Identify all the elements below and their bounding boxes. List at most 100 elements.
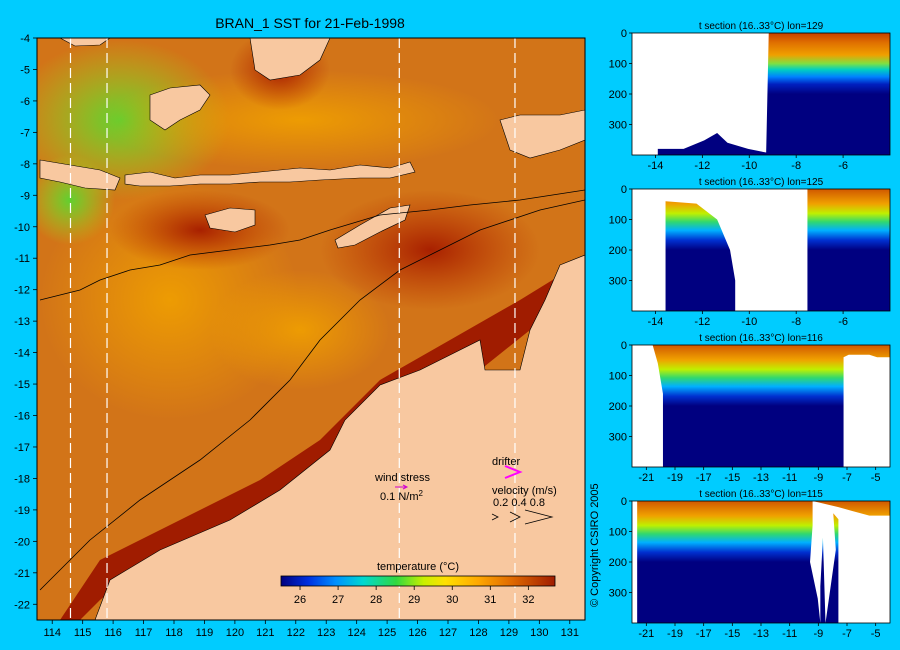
section-bathymetry	[632, 345, 890, 467]
lat-tick-label: -14	[648, 316, 664, 328]
colorbar-ticks: 26 27 28 29 30 31 32	[294, 586, 534, 606]
lat-tick-label: -18	[14, 473, 30, 485]
depth-tick-label: 0	[621, 28, 627, 40]
section-panels: t section (16..33°C) lon=129 0 100 200 300 -1…	[609, 21, 891, 640]
lat-tick-label: -14	[648, 160, 664, 172]
section-bathymetry	[632, 189, 808, 311]
lat-tick-label: -13	[14, 316, 30, 328]
lon-tick-label: 118	[165, 627, 183, 639]
section-panel-3: t section (16..33°C) lon=116 0 100 200 300 -2…	[609, 333, 891, 484]
lat-tick-label: -9	[20, 190, 30, 202]
lat-tick-label: -13	[753, 472, 769, 484]
sulawesi-south	[149, 84, 211, 131]
lat-tick-label: -9	[813, 472, 823, 484]
depth-tick-label: 300	[609, 120, 627, 132]
section-title: t section (16..33°C) lon=125	[699, 177, 824, 188]
lon-tick-label: 117	[135, 627, 153, 639]
lon-tick-label: 123	[317, 627, 335, 639]
section-bathymetry	[632, 33, 769, 155]
lon-axis: 114 115 116 117 118 119 120 121 122 123 124 125 126 1…	[43, 620, 579, 639]
lesser-sunda-islands	[124, 161, 416, 187]
velocity-label: velocity (m/s)	[492, 485, 557, 497]
lon-tick-label: 121	[256, 627, 274, 639]
wind-stress-arrowhead	[402, 484, 409, 490]
section-title: t section (16..33°C) lon=116	[699, 333, 823, 344]
java-island	[39, 159, 121, 191]
depth-tick-label: 300	[609, 276, 627, 288]
lat-tick-label: -13	[753, 628, 769, 640]
lat-tick-label: -8	[791, 316, 801, 328]
depth-tick-label: 0	[621, 184, 627, 196]
lat-tick-label: -5	[871, 472, 881, 484]
lat-tick-label: -21	[638, 628, 654, 640]
depth-tick-label: 100	[609, 371, 627, 383]
lat-tick-label: -7	[20, 127, 30, 139]
lat-tick-label: -7	[842, 472, 852, 484]
shelf-contour-north	[39, 189, 585, 301]
shelf-contour-south	[39, 199, 585, 591]
colorbar-tick-label: 27	[332, 594, 344, 606]
colorbar-gradient	[280, 575, 556, 587]
warm-eddy-center	[210, 270, 390, 390]
lat-tick-label: -11	[782, 628, 797, 640]
lat-tick-label: -6	[20, 96, 30, 108]
lon-tick-label: 119	[196, 627, 214, 639]
depth-tick-label: 200	[609, 557, 627, 569]
lat-tick-label: -4	[20, 33, 30, 45]
lon-tick-label: 129	[500, 627, 518, 639]
lon-tick-label: 124	[347, 627, 365, 639]
depth-tick-label: 100	[609, 527, 627, 539]
colorbar-tick-label: 26	[294, 594, 306, 606]
copyright-text: © Copyright CSIRO 2005	[589, 483, 601, 607]
lat-tick-label: -22	[14, 599, 30, 611]
depth-tick-label: 100	[609, 59, 627, 71]
australia-land	[94, 254, 585, 620]
lat-tick-label: -19	[667, 628, 683, 640]
lat-tick-label: -20	[14, 536, 30, 548]
depth-tick-label: 200	[609, 245, 627, 257]
lat-tick-label: -10	[741, 316, 757, 328]
lat-tick-label: -12	[694, 160, 710, 172]
coastal-warm-strip	[60, 260, 585, 620]
lon-tick-label: 122	[287, 627, 305, 639]
map-frame	[36, 37, 586, 621]
lon-tick-label: 128	[469, 627, 487, 639]
lat-tick-label: -17	[696, 628, 712, 640]
lat-tick-label: -8	[791, 160, 801, 172]
colorbar-tick-label: 31	[484, 594, 496, 606]
lat-tick-label: -15	[724, 628, 740, 640]
lat-tick-label: -15	[724, 472, 740, 484]
lat-tick-label: -16	[14, 411, 30, 423]
drifter-label: drifter	[492, 456, 520, 468]
hot-region-east	[320, 190, 540, 310]
lon-tick-label: 127	[439, 627, 457, 639]
lat-tick-label: -8	[20, 159, 30, 171]
lat-tick-label: -19	[667, 472, 683, 484]
sst-map: BRAN_1 SST for 21-Feb-1998	[14, 15, 586, 639]
lat-tick-label: -5	[20, 64, 30, 76]
lat-tick-label: -12	[694, 316, 710, 328]
timor-island	[334, 204, 411, 249]
lat-tick-label: -5	[871, 628, 881, 640]
map-legend: wind stress 0.1 N/m2 drifter velocity (m…	[374, 456, 557, 525]
section-lines	[69, 38, 516, 620]
colorbar-tick-label: 30	[446, 594, 458, 606]
lon-tick-label: 120	[226, 627, 244, 639]
lat-tick-label: -14	[14, 348, 30, 360]
wind-stress-value: 0.1 N/m2	[380, 489, 424, 503]
lat-tick-label: -6	[838, 316, 848, 328]
colorbar-tick-label: 28	[370, 594, 382, 606]
section-title: t section (16..33°C) lon=115	[699, 489, 823, 500]
lat-tick-label: -10	[14, 222, 30, 234]
map-title: BRAN_1 SST for 21-Feb-1998	[215, 15, 405, 31]
lon-tick-label: 116	[104, 627, 122, 639]
lon-tick-label: 131	[561, 627, 579, 639]
lat-tick-label: -21	[638, 472, 654, 484]
lat-tick-label: -19	[14, 505, 30, 517]
lat-tick-label: -10	[741, 160, 757, 172]
hot-region-mid	[110, 190, 290, 270]
colorbar-tick-label: 29	[408, 594, 420, 606]
lon-tick-label: 115	[74, 627, 92, 639]
lat-tick-label: -6	[838, 160, 848, 172]
